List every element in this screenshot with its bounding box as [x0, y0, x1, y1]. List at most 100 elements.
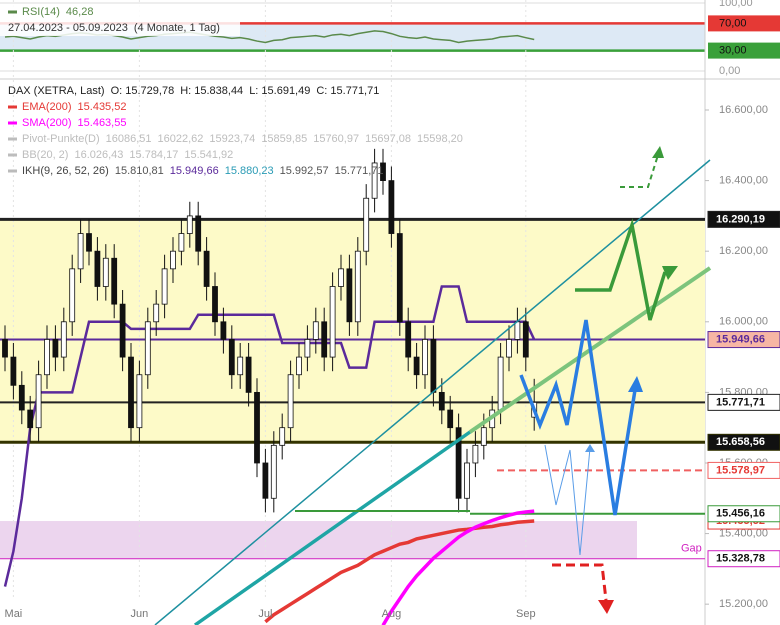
legend-text: C: 15.771,71: [316, 85, 379, 97]
legend-swatch: [8, 153, 17, 157]
arrow-head: [662, 266, 678, 280]
candle-body: [254, 391, 260, 464]
legend-text: 16086,51: [106, 133, 152, 145]
plot: [2, 30, 538, 625]
legend-text: 15760,97: [313, 133, 359, 145]
candle-body: [422, 339, 428, 376]
axis: 100,00 70,00 30,00 0,00 16.600,00 16.400,00 16…: [5, 0, 780, 620]
candle-body: [195, 215, 202, 252]
candle-body: [497, 356, 504, 411]
candle-body: [354, 250, 361, 323]
candle-body: [371, 162, 378, 199]
candle-body: [144, 321, 151, 376]
candle-body: [279, 427, 286, 446]
legend-text: Pivot-Punkte(D): [22, 133, 100, 145]
candle-body: [27, 409, 34, 429]
candle-body: [178, 233, 185, 252]
indicator-line: [3, 285, 536, 587]
legend-text: SMA(200): [22, 117, 72, 129]
legend-text: 15.992,57: [280, 165, 329, 177]
legend: RSI(14) 46,28 27.04.2023 - 05.09.2023 (4 Mo…: [0, 4, 463, 177]
legend-swatch: [8, 169, 17, 173]
candle-body: [464, 462, 470, 499]
level-label: 16.290,19: [716, 213, 765, 225]
candle-body: [35, 374, 42, 429]
candle-body: [212, 286, 218, 323]
legend-text: 46,28: [66, 6, 94, 18]
x-tick-label: Mai: [5, 608, 23, 620]
rsi-tick-box: [708, 15, 780, 32]
legend-text: O: 15.729,78: [111, 85, 175, 97]
legend-text: DAX (XETRA, Last): [8, 85, 105, 97]
candle-body: [438, 391, 445, 411]
legend-swatch: [8, 137, 17, 141]
level-label-box: [707, 331, 780, 349]
candle-body: [111, 257, 118, 305]
y-tick-label: 15.200,00: [719, 598, 768, 610]
candle-body: [405, 321, 412, 358]
candle-body: [396, 233, 403, 323]
candle-body: [346, 268, 353, 323]
level-label-box: [707, 550, 780, 568]
legend-text: 16022,62: [158, 133, 204, 145]
legend-text: 15.435,52: [78, 101, 127, 113]
forecast-path: [620, 154, 659, 188]
candle-body: [270, 444, 277, 499]
y-tick-label: 16.600,00: [719, 104, 768, 116]
candle-body: [304, 339, 311, 358]
candle-body: [102, 257, 109, 287]
legend-text: EMA(200): [22, 101, 72, 113]
candle-body: [430, 339, 437, 393]
legend-text: 15697,08: [365, 133, 411, 145]
y-tick-label: 16.000,00: [719, 316, 768, 328]
indicator-line: [264, 519, 535, 624]
legend-text: 15598,20: [417, 133, 463, 145]
candle-body: [245, 356, 252, 393]
trend-line: [193, 430, 472, 625]
y-tick-label: 16.400,00: [719, 175, 768, 187]
candle-body: [413, 356, 420, 376]
legend-text: BB(20, 2): [22, 149, 68, 161]
legend-text: RSI(14): [22, 6, 60, 18]
arrow-head: [598, 600, 614, 614]
candle-body: [329, 286, 336, 358]
candle-body: [44, 339, 50, 376]
legend-text: 16.026,43: [74, 149, 123, 161]
rsi-tick-label: 30,00: [719, 45, 747, 57]
x-tick-label: Jul: [258, 608, 272, 620]
candle-body: [170, 250, 176, 270]
candle-body: [514, 321, 521, 340]
candle-body: [480, 427, 487, 446]
level-label: 15.578,97: [716, 464, 765, 476]
indicator-line: [381, 509, 535, 625]
candle-body: [18, 384, 25, 411]
legend-text: 15859,85: [261, 133, 307, 145]
legend-text: 27.04.2023 - 05.09.2023: [8, 22, 128, 34]
legend-text: 15.810,81: [115, 165, 164, 177]
candle-body: [2, 339, 8, 358]
y-tick-label: 16.200,00: [719, 245, 768, 257]
candle-body: [447, 409, 454, 429]
candle-body: [153, 303, 160, 323]
legend-text: L: 15.691,49: [249, 85, 310, 97]
candle-body: [287, 374, 294, 429]
legend-swatch: [8, 121, 17, 125]
x-tick-label: Jun: [131, 608, 149, 620]
level-label: 15.456,16: [716, 508, 765, 520]
legend-text: 15.771,71: [335, 165, 384, 177]
candle-body: [136, 374, 143, 429]
candle-body: [203, 250, 210, 287]
legend-text: H: 15.838,44: [180, 85, 243, 97]
rsi-tick-label: 100,00: [719, 0, 753, 9]
candle-body: [312, 321, 319, 340]
candle-body: [522, 321, 529, 358]
candle-body: [86, 233, 92, 252]
legend-text: 15.541,92: [184, 149, 233, 161]
candle-body: [296, 356, 302, 376]
rsi-tick-label: 0,00: [719, 65, 740, 77]
candle-body: [128, 356, 134, 429]
candle-body: [10, 356, 17, 386]
level-label-box: [707, 505, 780, 523]
forecast-path: [575, 218, 667, 321]
